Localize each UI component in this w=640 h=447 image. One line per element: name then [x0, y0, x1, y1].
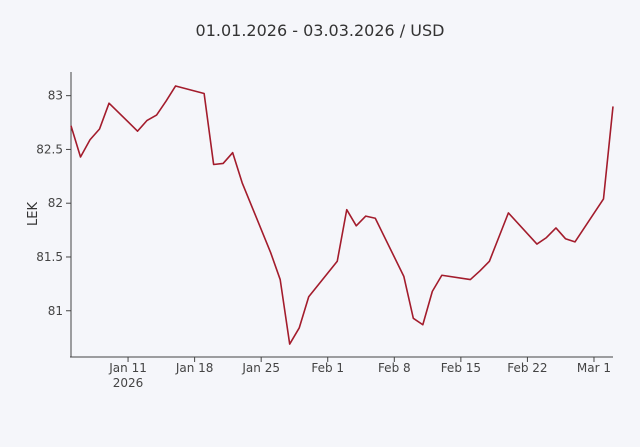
y-tick-label: 81.5: [36, 250, 63, 264]
x-tick-label: Jan 25: [241, 361, 280, 375]
x-tick-label: Feb 1: [311, 361, 344, 375]
line-series: [70, 85, 614, 345]
chart-title: 01.01.2026 - 03.03.2026 / USD: [196, 21, 445, 40]
x-tick-label: Feb 15: [441, 361, 481, 375]
x-tick-label: Feb 8: [378, 361, 411, 375]
x-tick-label: Mar 1: [577, 361, 611, 375]
y-axis-label: LEK: [26, 202, 41, 226]
y-tick-label: 82: [48, 196, 63, 210]
y-tick-label: 82.5: [36, 142, 63, 156]
x-tick-label: Feb 22: [507, 361, 547, 375]
y-tick-label: 83: [48, 89, 63, 103]
y-tick-label: 81: [48, 304, 63, 318]
x-tick-label: Jan 11 2026: [108, 361, 147, 390]
x-tick-label: Jan 18: [175, 361, 214, 375]
